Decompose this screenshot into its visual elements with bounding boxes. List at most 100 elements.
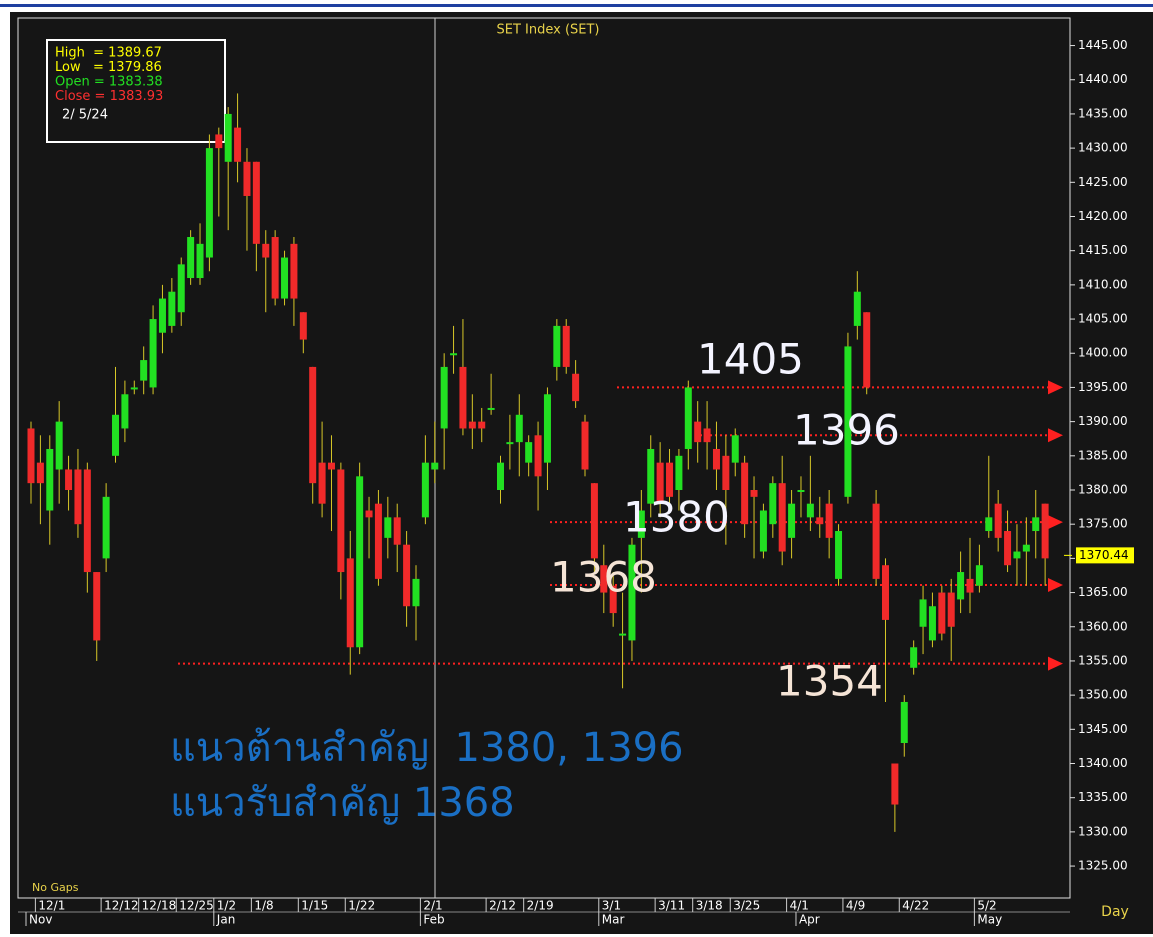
info-line: Open = 1383.38 [55, 75, 163, 90]
candle-body [788, 503, 796, 538]
candle-body [816, 517, 824, 525]
level-arrow [1048, 515, 1063, 530]
last-price-box [1076, 547, 1134, 564]
candle-body [994, 503, 1002, 538]
candle-body [675, 455, 683, 490]
info-line: 2/ 5/24 [62, 108, 108, 123]
period-label: Day [1101, 904, 1129, 920]
candle-body [65, 469, 73, 490]
month-label: Jan [216, 913, 236, 927]
x-tick-label: 3/11 [658, 899, 685, 913]
candle-body [572, 373, 580, 402]
candle-body [609, 585, 617, 614]
y-tick-label: 1435.00 [1078, 106, 1128, 120]
level-arrow [1048, 578, 1063, 593]
y-tick-label: 1340.00 [1078, 756, 1128, 770]
candle-body [919, 599, 927, 627]
chart-bg [10, 12, 1153, 934]
candle-body [46, 448, 54, 511]
plot-frame [17, 17, 1071, 899]
x-tick-label: 3/18 [696, 899, 723, 913]
month-label: Apr [799, 913, 820, 927]
month-label: Mar [602, 913, 625, 927]
candle-body [562, 325, 570, 367]
candle-body [694, 421, 702, 443]
candle-body [309, 366, 317, 484]
candle-body [177, 264, 185, 313]
x-tick-label: 12/1 [38, 899, 65, 913]
x-tick-label: 4/22 [902, 899, 929, 913]
candle-body [403, 544, 411, 607]
candle-body [1032, 517, 1040, 532]
candle-body [637, 510, 645, 538]
candle-body [243, 161, 251, 196]
candle-body [365, 510, 373, 518]
candle-body [1022, 544, 1030, 552]
candle-body [628, 544, 636, 641]
candle-body [778, 483, 786, 552]
candle-body [750, 490, 758, 497]
gap-label: No Gaps [32, 881, 79, 894]
candle-body [27, 428, 35, 484]
candle-body [590, 483, 598, 559]
candle-body [450, 353, 458, 356]
candle-body [121, 394, 129, 429]
y-tick-label: 1335.00 [1078, 790, 1128, 804]
candle-body [346, 558, 354, 648]
x-tick-label: 4/9 [846, 899, 865, 913]
level-annotation: 1380 [623, 493, 730, 542]
candle-body [1013, 551, 1021, 559]
candle-body [327, 462, 335, 470]
candle-body [149, 319, 157, 388]
x-tick-label: 4/1 [790, 899, 809, 913]
candle-body [252, 161, 260, 244]
candle-body [337, 469, 345, 573]
note-text: แนวต้านสำคัญ 1380, 1396 [170, 725, 684, 771]
candle-body [224, 113, 232, 162]
candle-body [900, 701, 908, 743]
level-arrow [1048, 380, 1063, 395]
candle-body [158, 298, 166, 333]
x-tick-label: 12/18 [142, 899, 177, 913]
y-tick-label: 1430.00 [1078, 141, 1128, 155]
info-box [46, 39, 226, 143]
x-tick-label: 5/2 [977, 899, 996, 913]
candle-body [938, 592, 946, 634]
info-line: Low = 1379.86 [55, 60, 162, 75]
candle-body [947, 592, 955, 627]
level-arrow [1048, 428, 1063, 443]
y-tick-label: 1345.00 [1078, 722, 1128, 736]
candle-body [600, 565, 608, 593]
x-tick-label: 12/12 [104, 899, 139, 913]
x-tick-label: 1/8 [254, 899, 273, 913]
candle-body [835, 531, 843, 579]
candle-body [731, 435, 739, 463]
candle-body [581, 421, 589, 470]
candle-body [769, 483, 777, 525]
candle-body [431, 462, 439, 470]
candle-body [881, 565, 889, 620]
candle-body [985, 517, 993, 532]
level-annotation: 1396 [793, 406, 900, 455]
candle-body [478, 421, 486, 429]
candle-body [112, 414, 120, 456]
y-tick-label: 1405.00 [1078, 312, 1128, 326]
candle-body [844, 346, 852, 497]
x-tick-label: 1/15 [301, 899, 328, 913]
candle-body [759, 510, 767, 552]
y-tick-label: 1395.00 [1078, 380, 1128, 394]
y-tick-label: 1360.00 [1078, 619, 1128, 633]
window-frame [0, 4, 1153, 7]
candle-body [497, 462, 504, 490]
y-tick-label: 1365.00 [1078, 585, 1128, 599]
y-tick-label: 1355.00 [1078, 653, 1128, 667]
candle-body [534, 435, 542, 477]
candle-body [468, 421, 476, 429]
y-tick-label: 1380.00 [1078, 483, 1128, 497]
candle-body [421, 462, 429, 518]
level-annotation: 1354 [776, 657, 883, 706]
info-line: High = 1389.67 [55, 46, 162, 61]
candle-body [271, 237, 279, 299]
candle-body [215, 134, 223, 149]
candle-body [853, 291, 861, 326]
